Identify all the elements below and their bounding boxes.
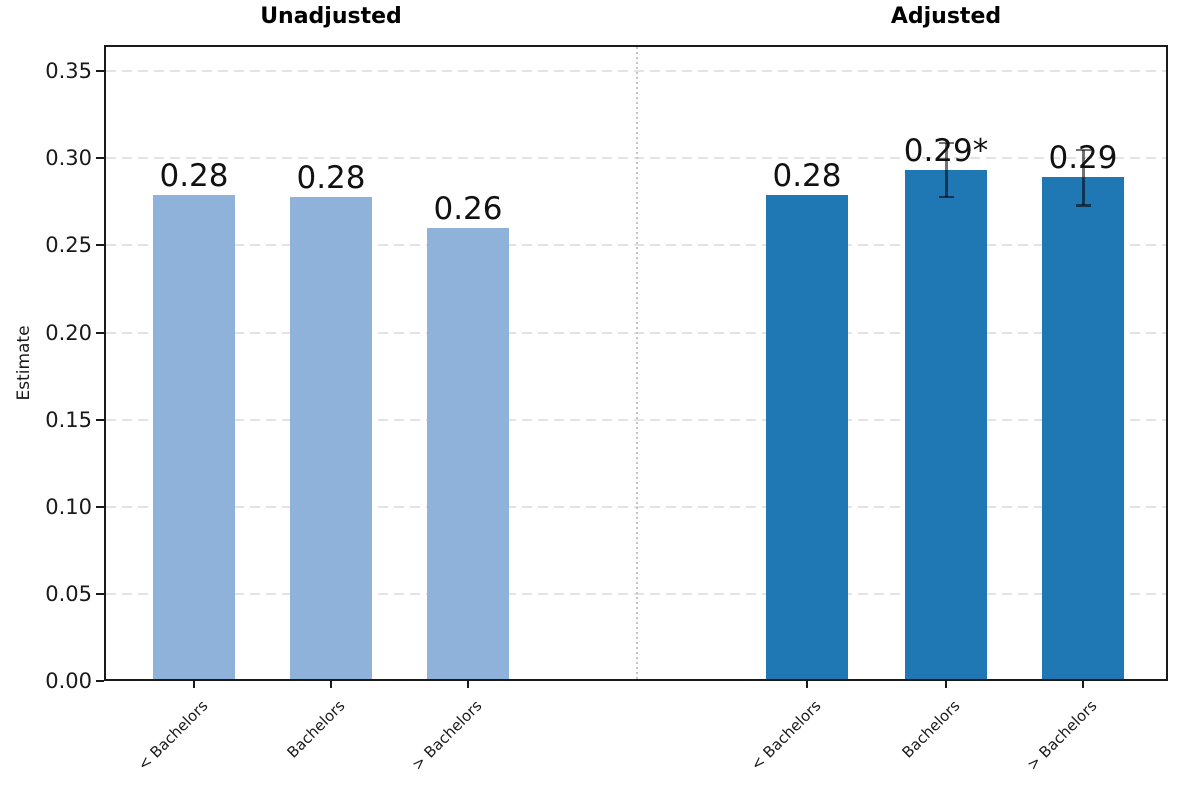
y-tick-label: 0.20 bbox=[45, 320, 92, 345]
y-tick-mark bbox=[96, 592, 104, 595]
error-bar-cap-bottom bbox=[938, 195, 954, 199]
y-tick-label: 0.05 bbox=[45, 581, 92, 606]
x-tick-label: Bachelors bbox=[283, 696, 349, 762]
error-bar-line bbox=[944, 142, 948, 197]
y-tick-mark bbox=[96, 331, 104, 334]
x-tick-mark bbox=[1082, 681, 1084, 688]
x-tick-label: < Bachelors bbox=[747, 696, 825, 774]
bar-value-label: 0.28 bbox=[296, 159, 366, 196]
y-tick-mark bbox=[96, 157, 104, 160]
panel-title-adjusted: Adjusted bbox=[890, 4, 1002, 29]
bar-unadjusted-1 bbox=[153, 194, 235, 679]
y-tick-mark bbox=[96, 70, 104, 73]
bar-value-label: 0.29 bbox=[1048, 140, 1118, 177]
bar-unadjusted-2 bbox=[290, 196, 372, 679]
y-tick-label: 0.30 bbox=[45, 146, 92, 171]
x-tick-label: > Bachelors bbox=[1023, 696, 1101, 774]
bar-value-label: 0.28 bbox=[772, 157, 842, 194]
x-tick-mark bbox=[467, 681, 469, 688]
x-tick-mark bbox=[193, 681, 195, 688]
bar-adjusted-2 bbox=[905, 170, 987, 679]
y-tick-mark bbox=[96, 680, 104, 682]
panel-separator bbox=[636, 47, 638, 679]
y-axis-label: Estimate bbox=[14, 325, 34, 401]
bar-value-label: 0.26 bbox=[433, 190, 503, 227]
y-tick-mark bbox=[96, 418, 104, 421]
y-tick-label: 0.15 bbox=[45, 407, 92, 432]
bar-adjusted-3 bbox=[1042, 177, 1124, 679]
y-tick-label: 0.25 bbox=[45, 233, 92, 258]
error-bar-cap-top bbox=[1075, 148, 1091, 152]
x-tick-mark bbox=[806, 681, 808, 688]
plot-frame bbox=[104, 45, 1168, 681]
y-tick-mark bbox=[96, 505, 104, 508]
error-bar-cap-bottom bbox=[1075, 204, 1091, 207]
x-tick-mark bbox=[330, 681, 332, 688]
x-tick-label: < Bachelors bbox=[134, 696, 212, 774]
y-tick-label: 0.35 bbox=[45, 59, 92, 84]
y-tick-label: 0.00 bbox=[45, 669, 92, 693]
y-tick-mark bbox=[96, 244, 104, 247]
bar-adjusted-1 bbox=[766, 194, 848, 679]
bar-unadjusted-3 bbox=[427, 227, 509, 679]
error-bar-line bbox=[1081, 149, 1085, 206]
x-tick-label: > Bachelors bbox=[408, 696, 486, 774]
x-tick-label: Bachelors bbox=[898, 696, 964, 762]
x-tick-mark bbox=[945, 681, 947, 688]
panel-title-unadjusted: Unadjusted bbox=[260, 4, 402, 29]
y-tick-label: 0.10 bbox=[45, 494, 92, 519]
bar-value-label: 0.29* bbox=[903, 133, 989, 170]
bar-value-label: 0.28 bbox=[159, 157, 229, 194]
error-bar-cap-top bbox=[938, 141, 954, 145]
